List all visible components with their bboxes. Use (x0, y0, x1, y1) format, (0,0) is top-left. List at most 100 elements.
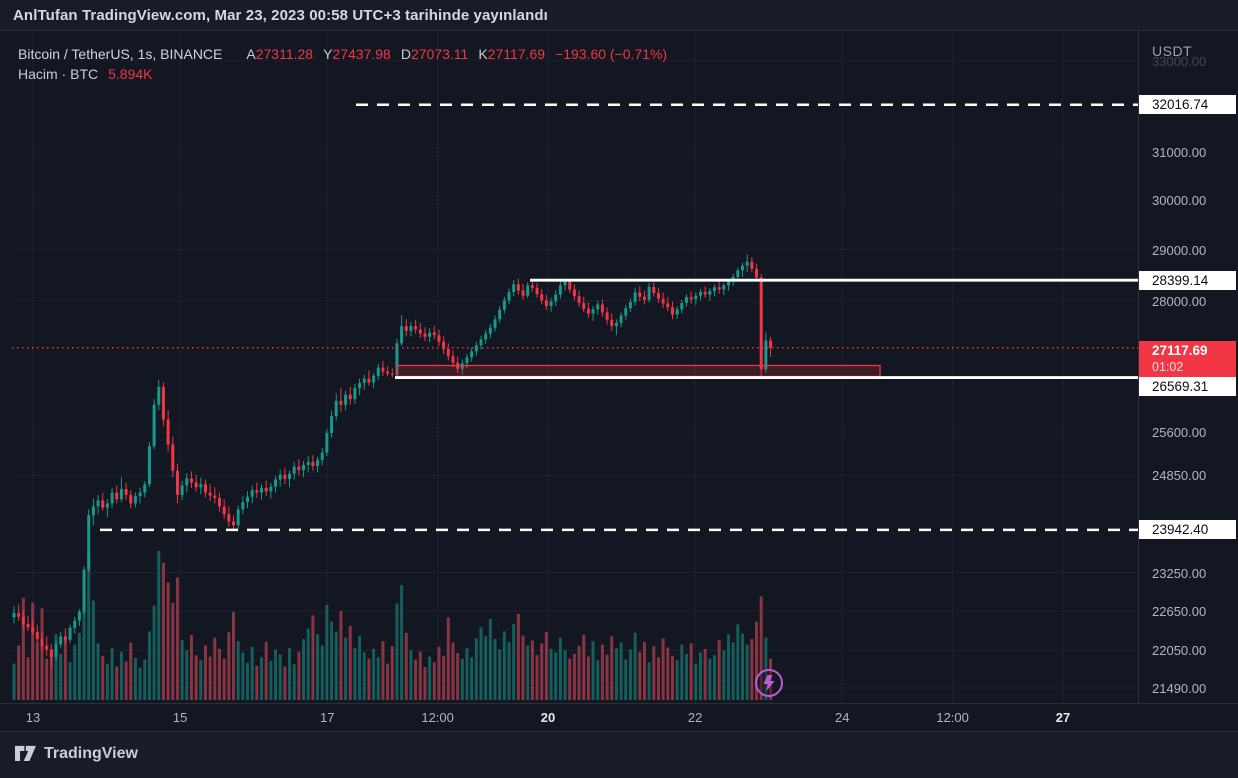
volume-bar (404, 632, 408, 700)
candle-body (694, 295, 698, 300)
candle-body (12, 612, 16, 618)
footer-bar: TradingView (0, 731, 1238, 778)
volume-bar (152, 605, 156, 700)
candle-body (386, 371, 390, 374)
candle-body (96, 500, 100, 507)
volume-bar (203, 645, 207, 700)
candle-body (684, 297, 688, 303)
volume-bar (591, 641, 595, 700)
candle-body (171, 444, 175, 471)
candle-body (633, 292, 637, 302)
candle-body (362, 378, 366, 384)
candle-body (166, 419, 170, 445)
candle-body (451, 356, 455, 363)
candle-body (507, 292, 511, 301)
volume-bar (666, 647, 670, 700)
price-tick-label: 29000.00 (1152, 242, 1207, 258)
volume-label: Hacim · BTC (18, 66, 99, 82)
candle-body (54, 644, 58, 657)
candle-body (582, 302, 586, 309)
candle-body (661, 298, 665, 304)
volume-bar (96, 643, 100, 700)
volume-bar (741, 633, 745, 700)
candle-body (45, 645, 49, 650)
candle-body (526, 285, 530, 296)
time-tick-label: 24 (835, 710, 850, 725)
volume-bar (194, 655, 198, 700)
candle-body (180, 485, 184, 495)
volume-bar (119, 651, 123, 700)
candle-body (82, 569, 86, 612)
volume-bar (31, 602, 35, 700)
candle-body (320, 452, 324, 461)
volume-bar (750, 639, 754, 700)
candle-body (423, 333, 427, 337)
time-tick-label: 12:00 (936, 710, 969, 725)
candle-body (316, 460, 320, 467)
tradingview-brand-text[interactable]: TradingView (44, 745, 138, 762)
volume-bar (386, 663, 390, 700)
symbol-title[interactable]: Bitcoin / TetherUS, 1s, BINANCE (18, 46, 223, 62)
candle-body (470, 351, 474, 358)
volume-bar (484, 636, 488, 700)
candle-body (133, 496, 137, 504)
candle-body (101, 500, 105, 508)
volume-bar (260, 657, 264, 700)
volume-bar (339, 611, 343, 700)
candle-body (175, 470, 179, 495)
candle-body (745, 261, 749, 266)
candle-body (105, 503, 109, 508)
candle-body (49, 649, 53, 657)
price-tick-label: 23250.00 (1152, 565, 1207, 581)
volume-bar (400, 585, 404, 700)
candle-body (717, 287, 721, 290)
volume-bar (161, 562, 165, 700)
volume-bar (446, 617, 450, 700)
candle-body (628, 301, 632, 309)
volume-bar (600, 644, 604, 700)
volume-bar (582, 634, 586, 700)
candle-body (722, 285, 726, 290)
volume-bar (217, 648, 221, 700)
publisher-text: AnlTufan TradingView.com, Mar 23, 2023 0… (13, 7, 548, 24)
time-axis[interactable]: 13 15 17 12:00 20 22 24 12:00 27 (0, 703, 1238, 731)
volume-bar (488, 618, 492, 700)
ohlc-field-label: D (400, 46, 411, 62)
volume-bar (54, 634, 58, 700)
volume-bar (694, 663, 698, 700)
candle-body (680, 302, 684, 310)
volume-bar (586, 656, 590, 700)
candle-body (213, 495, 217, 498)
candle-body (465, 357, 469, 364)
volume-bar (395, 603, 399, 700)
candle-body (203, 484, 207, 493)
price-tick-label: 22050.00 (1152, 643, 1207, 659)
volume-bar (722, 650, 726, 700)
candle-body (708, 290, 712, 295)
candle-body (736, 270, 740, 278)
volume-bar (755, 621, 759, 700)
volume-bar (493, 639, 497, 700)
candle-body (143, 484, 147, 493)
candle-body (35, 631, 39, 640)
volume-bar (49, 649, 53, 700)
volume-bar (614, 648, 618, 700)
volume-bar (535, 655, 539, 700)
volume-bar (540, 643, 544, 700)
volume-bar (274, 649, 278, 700)
candle-body (755, 268, 759, 278)
candle-body (255, 490, 259, 493)
tradingview-logo-icon[interactable] (15, 745, 41, 767)
volume-bar (628, 649, 632, 700)
candle-body (246, 496, 249, 503)
volume-bar (311, 615, 315, 700)
price-axis[interactable]: USDT 33000.00 31000.00 30000.00 29000.00 280… (1138, 31, 1238, 703)
volume-bar (171, 602, 175, 700)
candle-body (656, 293, 660, 299)
volume-bar (703, 648, 707, 700)
candle-body (428, 332, 432, 337)
ohlc-field-value: 27437.98 (332, 46, 391, 62)
volume-bar (306, 628, 310, 700)
volume-bar (208, 656, 212, 700)
